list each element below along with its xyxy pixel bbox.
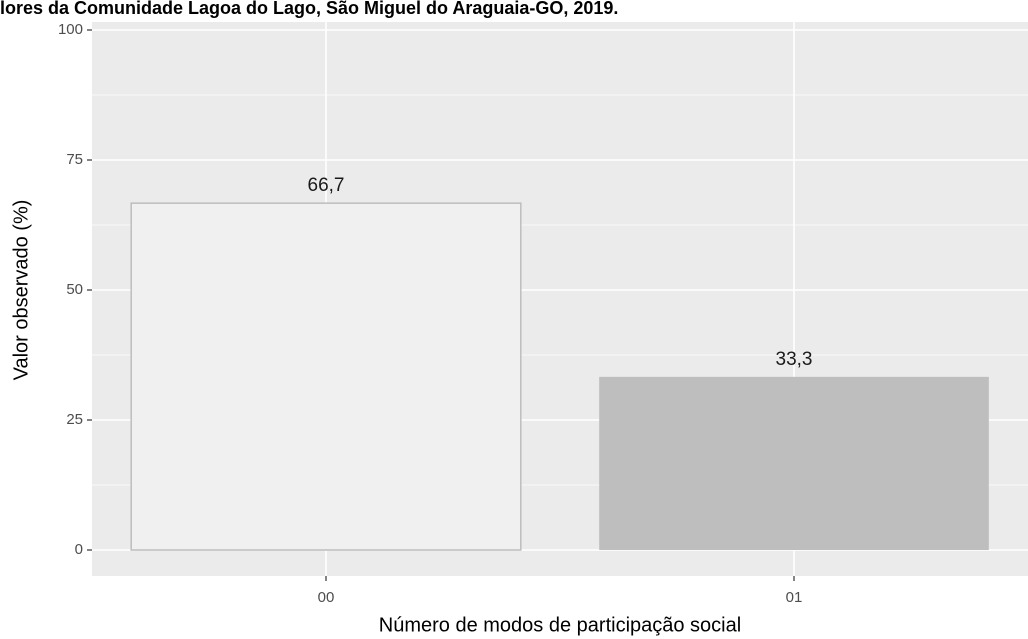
bar xyxy=(599,376,989,550)
title-background xyxy=(0,0,1028,22)
y-axis-label: Valor observado (%) xyxy=(10,200,32,381)
y-tick-label: 25 xyxy=(66,411,83,428)
bar xyxy=(130,202,522,551)
y-tick-label: 0 xyxy=(75,541,83,558)
y-tick-label: 50 xyxy=(66,281,83,298)
x-tick-label: 01 xyxy=(786,589,803,606)
value-label: 33,3 xyxy=(776,349,813,370)
value-label: 66,7 xyxy=(308,175,345,196)
x-axis-label: Número de modos de participação social xyxy=(379,614,741,636)
x-tick-label: 00 xyxy=(318,589,335,606)
y-tick-label: 100 xyxy=(58,21,83,38)
y-tick-label: 75 xyxy=(66,151,83,168)
chart-title: lores da Comunidade Lagoa do Lago, São M… xyxy=(0,0,618,18)
